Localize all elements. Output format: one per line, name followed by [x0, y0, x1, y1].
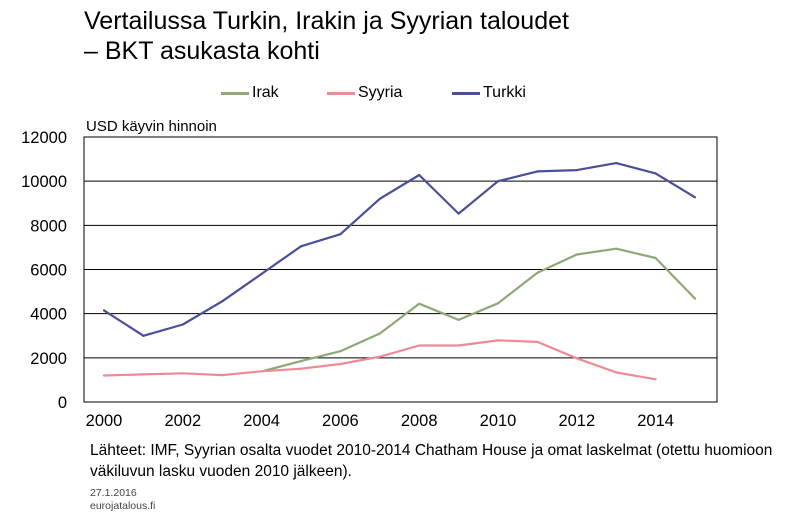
data-point-irak-2008 [418, 302, 421, 305]
publish-date: 27.1.2016 [90, 487, 137, 499]
data-point-irak-2010 [496, 302, 500, 305]
legend-label-turkki: Turkki [483, 84, 526, 101]
series-lines [102, 162, 697, 381]
data-point-syyria-2014 [654, 378, 657, 381]
chart-title: Vertailussa Turkin, Irakin ja Syyrian ta… [84, 6, 569, 66]
chart-title-line-2: – BKT asukasta kohti [84, 37, 320, 65]
data-point-irak-2014 [654, 256, 657, 260]
chart-title-line-1: Vertailussa Turkin, Irakin ja Syyrian ta… [84, 7, 569, 35]
legend-item-syyria: Syyria [327, 84, 402, 102]
data-point-syyria-2005 [299, 367, 303, 370]
data-point-turkki-2010 [496, 180, 500, 183]
data-point-irak-2013 [615, 247, 618, 250]
data-point-irak-2012 [575, 253, 578, 256]
x-tick-label-2000: 2000 [86, 412, 123, 430]
data-point-syyria-2009 [457, 344, 460, 347]
data-point-syyria-2000 [102, 374, 106, 377]
x-tick-label-2004: 2004 [243, 412, 280, 430]
data-point-syyria-2002 [181, 372, 184, 375]
data-point-syyria-2010 [496, 339, 500, 342]
data-point-irak-2015 [693, 297, 697, 300]
x-tick-label-2006: 2006 [322, 412, 359, 430]
data-point-turkki-2001 [142, 334, 145, 337]
y-axis-unit-label: USD käyvin hinnoin [86, 118, 217, 135]
x-tick-label-2014: 2014 [637, 412, 674, 430]
data-point-syyria-2007 [378, 355, 381, 358]
data-point-turkki-2014 [654, 172, 657, 175]
x-tick-label-2012: 2012 [558, 412, 595, 430]
legend-item-irak: Irak [221, 84, 279, 102]
y-tick-label-4000: 4000 [30, 306, 67, 324]
chart-legend: Irak Syyria Turkki [0, 84, 800, 108]
data-point-syyria-2001 [142, 373, 145, 376]
data-point-turkki-2003 [221, 300, 224, 303]
x-tick-label-2010: 2010 [480, 412, 517, 430]
legend-swatch-irak [221, 91, 249, 95]
data-point-turkki-2002 [181, 323, 184, 326]
data-point-turkki-2006 [339, 233, 342, 236]
legend-swatch-turkki [452, 91, 480, 95]
data-point-turkki-2009 [457, 212, 460, 215]
data-point-irak-2011 [536, 271, 539, 274]
data-point-irak-2009 [457, 318, 460, 321]
data-point-syyria-2008 [418, 344, 421, 347]
y-tick-label-2000: 2000 [30, 350, 67, 368]
series-line-turkki [103, 162, 696, 337]
data-point-turkki-2008 [418, 173, 421, 177]
data-point-irak-2006 [339, 350, 342, 353]
line-chart: 0 2000 4000 6000 8000 10000 12000 2000 2002 2004… [21, 129, 718, 430]
sources-note: Lähteet: IMF, Syyrian osalta vuodet 2010… [90, 442, 773, 480]
y-tick-label-8000: 8000 [30, 217, 67, 235]
x-tick-label-2008: 2008 [401, 412, 438, 430]
plot-frame [83, 136, 718, 403]
data-point-turkki-2015 [693, 196, 697, 199]
y-tick-label-6000: 6000 [30, 262, 67, 280]
y-tick-label-10000: 10000 [21, 173, 67, 191]
data-point-turkki-2007 [378, 197, 381, 200]
data-point-syyria-2004 [260, 370, 263, 373]
data-point-syyria-2012 [575, 357, 578, 360]
data-point-turkki-2011 [536, 170, 539, 173]
data-point-turkki-2005 [299, 245, 303, 248]
data-point-syyria-2003 [221, 374, 224, 377]
data-point-irak-2007 [378, 332, 381, 335]
data-point-irak-2005 [299, 360, 303, 363]
data-point-turkki-2012 [575, 169, 578, 172]
data-point-syyria-2013 [615, 371, 618, 374]
data-point-syyria-2006 [339, 362, 342, 366]
data-point-turkki-2000 [102, 309, 106, 312]
legend-label-syyria: Syyria [358, 84, 403, 101]
x-tick-label-2002: 2002 [164, 412, 201, 430]
data-point-turkki-2004 [260, 272, 263, 275]
data-point-syyria-2011 [536, 340, 539, 343]
y-tick-label-12000: 12000 [21, 129, 67, 147]
series-line-syyria [103, 339, 656, 381]
data-point-turkki-2013 [615, 162, 618, 165]
y-tick-label-0: 0 [58, 394, 67, 412]
y-axis-ticks: 0 2000 4000 6000 8000 10000 12000 [21, 129, 67, 412]
legend-item-turkki: Turkki [452, 84, 526, 102]
site-credit: eurojatalous.fi [90, 500, 156, 512]
legend-swatch-syyria [327, 91, 355, 95]
series-line-irak [261, 247, 696, 373]
gridlines [84, 180, 717, 359]
legend-label-irak: Irak [252, 84, 279, 101]
x-axis-ticks: 2000 2002 2004 2006 2008 2010 2012 2014 [86, 412, 674, 430]
